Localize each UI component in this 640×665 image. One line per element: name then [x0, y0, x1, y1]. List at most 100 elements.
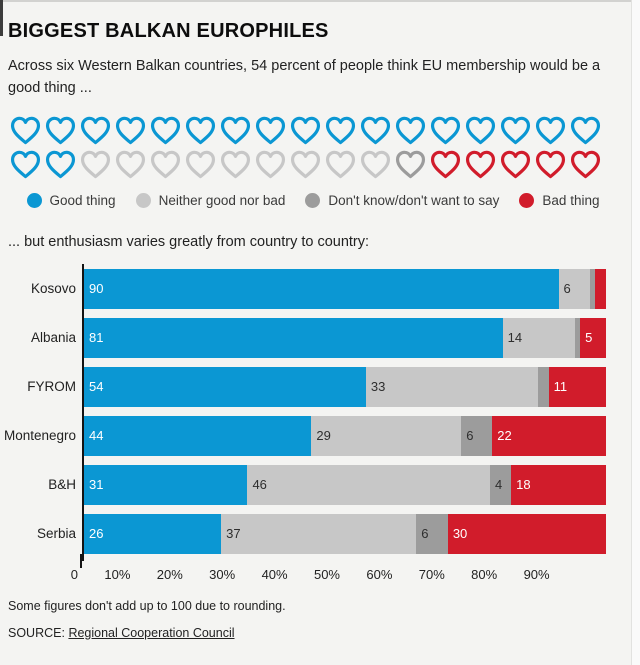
heart-icon-good [290, 116, 321, 145]
heart-icon-neither [115, 150, 146, 179]
legend-label: Bad thing [542, 192, 600, 208]
stacked-bar: 26 37 6 30 [84, 513, 607, 554]
heart-icon-good [45, 150, 76, 179]
segment-dont_know: 6 [461, 415, 493, 456]
segment-dont_know: 4 [490, 464, 512, 505]
x-tick-label: 80% [471, 566, 498, 582]
footnote: Some figures don't add up to 100 due to … [8, 598, 286, 613]
chart-plot-area: Kosovo 90 6 Albania 81 14 5 FYROM 5 4 33 11 Monteneg… [4, 263, 607, 561]
heart-icon-bad [500, 150, 531, 179]
segment-value: 4 [495, 477, 503, 493]
category-label: Kosovo [30, 281, 76, 297]
heart-icon-good [465, 116, 496, 145]
segment-bad: 30 [447, 513, 607, 554]
heart-icon-neither [185, 150, 216, 179]
legend-dot-dont_know [305, 192, 321, 208]
source-label: SOURCE: [8, 625, 65, 640]
hearts-row-1 [10, 116, 640, 145]
segment-good: 31 [84, 464, 248, 505]
heart-icon-neither [150, 150, 181, 179]
chart-row-montenegro: Montenegro 44 29 6 22 [4, 415, 606, 456]
hearts-pictogram [10, 116, 640, 179]
x-tick-label: 0 [70, 566, 78, 582]
transition-text: ... but enthusiasm varies greatly from c… [8, 233, 370, 250]
x-tick-label: 20% [156, 566, 183, 582]
heart-icon-bad [465, 150, 496, 179]
segment-good: 90 [84, 268, 559, 309]
segment-dont_know: 6 [416, 513, 448, 554]
legend-item-dont_know: Don't know/don't want to say [305, 192, 500, 208]
chart-row-serbia: Serbia 26 37 6 30 [37, 513, 607, 554]
source-line: SOURCE: Regional Cooperation Council [8, 626, 640, 640]
segment-value: 81 [89, 330, 104, 346]
heart-icon-dont_know [395, 150, 426, 179]
heart-icon-good [570, 116, 601, 145]
segment-value: 37 [226, 526, 241, 542]
heart-icon-good [325, 116, 356, 145]
heart-icon-good [395, 116, 426, 145]
segment-neither: 37 [221, 513, 417, 554]
segment-neither: 46 [247, 464, 490, 505]
right-edge-strip [631, 0, 640, 665]
heart-icon-neither [80, 150, 111, 179]
x-tick-label: 70% [418, 566, 445, 582]
heart-icon-good [80, 116, 111, 145]
segment-value: 33 [370, 379, 386, 395]
chart-row-albania: Albania 81 14 5 [31, 317, 607, 358]
hearts-row-2 [10, 150, 640, 179]
legend-label: Neither good nor bad [158, 192, 286, 208]
segment-neither: 29 [311, 415, 462, 456]
heart-icon-good [45, 116, 76, 145]
category-label: FYROM [27, 379, 76, 395]
segment-value: 11 [553, 379, 568, 395]
subtitle-text: Across six Western Balkan countries, 54 … [8, 58, 601, 97]
x-tick-label: 30% [209, 566, 236, 582]
heart-icon-good [220, 116, 251, 145]
heart-icon-good [535, 116, 566, 145]
segment-neither: 6 [558, 268, 591, 309]
x-tick-label: 10% [104, 566, 131, 582]
segment-value: 44 [89, 428, 104, 444]
segment-value: 30 [452, 526, 468, 542]
left-edge-mark [0, 0, 3, 36]
segment-value: 6 [563, 281, 571, 297]
stacked-bar: 44 29 6 22 [84, 415, 606, 456]
heart-icon-good [500, 116, 531, 145]
chart-row-fyrom: FYROM 54 33 11 [27, 366, 606, 407]
segment-bad: 18 [511, 464, 606, 505]
segment-value: 22 [497, 428, 512, 444]
stacked-bar: 54 33 11 [84, 366, 606, 407]
segment-value: 46 [252, 477, 267, 493]
segment-neither: 33 [365, 366, 539, 407]
segment-dont_know [575, 317, 581, 358]
legend-label: Don't know/don't want to say [328, 192, 500, 208]
category-label: Serbia [36, 526, 76, 542]
heart-icon-good [360, 116, 391, 145]
segment-dont_know [590, 268, 596, 309]
stacked-bar: 81 14 5 [84, 317, 607, 358]
heart-icon-neither [290, 150, 321, 179]
category-label: Albania [30, 330, 76, 346]
legend-dot-neither [135, 192, 151, 208]
x-tick-label: 90% [523, 566, 550, 582]
heart-icon-neither [360, 150, 391, 179]
heart-icon-good [10, 116, 41, 145]
heart-icon-neither [325, 150, 356, 179]
source-link[interactable]: Regional Cooperation Council [68, 625, 235, 640]
heart-icon-bad [570, 150, 601, 179]
heart-icon-neither [220, 150, 251, 179]
segment-good: 26 [84, 513, 222, 554]
x-tick-label: 40% [261, 566, 288, 582]
segment-good: 44 [84, 415, 312, 456]
heart-icon-good [10, 150, 41, 179]
segment-value: 26 [89, 526, 104, 542]
segment-value: 5 [585, 330, 593, 346]
category-label: Montenegro [4, 428, 77, 444]
legend-item-bad: Bad thing [519, 192, 600, 208]
chart-row-kosovo: Kosovo 90 6 [31, 268, 606, 309]
x-axis: 0 10% 20% 30% 40% 50% 60% 70% 80% 90% [71, 553, 606, 587]
heart-icon-good [255, 116, 286, 145]
segment-value: 90 [89, 281, 104, 297]
heart-icon-good [150, 116, 181, 145]
